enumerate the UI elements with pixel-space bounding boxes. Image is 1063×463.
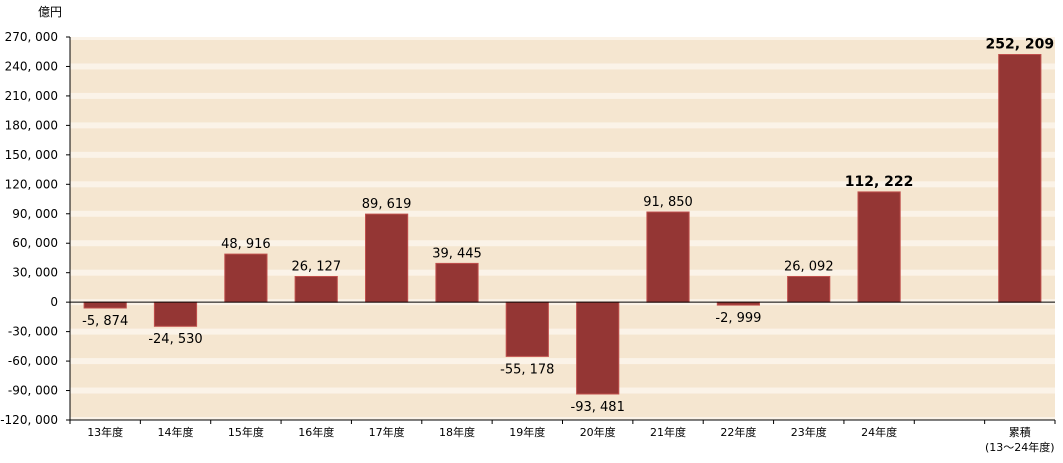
plot-background — [70, 37, 1055, 420]
bar-12 — [857, 191, 901, 303]
y-tick-label: 90, 000 — [12, 207, 58, 221]
labels: -5, 874 -24, 530 48, 916 26, 127 89, 619 39, … — [0, 30, 1054, 454]
x-tick-sublabel: (13～24年度) — [985, 440, 1055, 454]
bar-2 — [153, 301, 198, 327]
x-tick-label: 14年度 — [158, 425, 194, 439]
x-tick-label: 22年度 — [720, 425, 756, 439]
background-band — [70, 187, 1055, 211]
background-band — [70, 334, 1055, 359]
background-band — [70, 364, 1055, 388]
background-band — [70, 98, 1055, 123]
bar-11 — [787, 276, 831, 303]
x-tick-label: 19年度 — [509, 425, 545, 439]
data-label-2: -24, 530 — [148, 332, 202, 347]
bar-7 — [505, 301, 549, 357]
bar-6 — [435, 262, 479, 303]
background-band — [70, 246, 1055, 270]
y-tick-label: -60, 000 — [8, 354, 58, 368]
data-label-3: 48, 916 — [221, 237, 271, 252]
bar-4 — [294, 276, 338, 303]
background-band — [70, 305, 1055, 329]
bar-8 — [576, 301, 620, 395]
y-tick-label: 150, 000 — [5, 148, 58, 162]
y-tick-label: -90, 000 — [8, 384, 58, 398]
background-band — [70, 275, 1055, 300]
background-band — [70, 128, 1055, 152]
y-tick-label: 120, 000 — [5, 177, 58, 191]
background-band — [70, 157, 1055, 182]
background-band — [70, 69, 1055, 93]
x-tick-label: 16年度 — [298, 425, 334, 439]
data-label-4: 26, 127 — [291, 260, 341, 275]
y-tick-label: 0 — [50, 295, 58, 309]
x-tick-label: 24年度 — [861, 425, 897, 439]
y-tick-label: -120, 000 — [0, 413, 58, 427]
x-tick-label: 累積 — [1009, 425, 1031, 439]
x-tick-label: 21年度 — [650, 425, 686, 439]
x-tick-label: 17年度 — [369, 425, 405, 439]
bar-1 — [83, 301, 127, 309]
x-tick-label: 18年度 — [439, 425, 475, 439]
x-tick-label: 20年度 — [580, 425, 616, 439]
background-band — [70, 393, 1055, 417]
bar-13 — [998, 54, 1042, 303]
x-tick-label: 23年度 — [791, 425, 827, 439]
background-band — [70, 40, 1055, 64]
y-tick-label: 240, 000 — [5, 59, 58, 73]
data-label-12: 112, 222 — [845, 174, 914, 190]
unit-label: 億円 — [38, 5, 62, 19]
bar-5 — [365, 213, 409, 303]
y-tick-label: 270, 000 — [5, 30, 58, 44]
bars — [83, 54, 1042, 395]
y-tick-label: 180, 000 — [5, 118, 58, 132]
data-label-11: 26, 092 — [784, 260, 834, 275]
x-tick-label: 13年度 — [87, 425, 123, 439]
data-label-1: -5, 874 — [82, 314, 128, 329]
y-tick-label: 30, 000 — [12, 266, 58, 280]
axes — [66, 36, 1056, 424]
y-tick-label: 60, 000 — [12, 236, 58, 250]
data-label-9: 91, 850 — [643, 195, 693, 210]
data-label-10: -2, 999 — [715, 311, 761, 326]
data-label-8: -93, 481 — [571, 400, 625, 415]
background-band — [70, 216, 1055, 241]
y-tick-label: -30, 000 — [8, 325, 58, 339]
bar-3 — [224, 253, 268, 303]
x-tick-label: 15年度 — [228, 425, 264, 439]
data-label-13: 252, 209 — [985, 37, 1054, 53]
data-label-7: -55, 178 — [500, 362, 554, 377]
bar-9 — [646, 211, 690, 303]
data-label-6: 39, 445 — [432, 246, 482, 261]
data-label-5: 89, 619 — [362, 197, 412, 212]
y-tick-label: 210, 000 — [5, 89, 58, 103]
